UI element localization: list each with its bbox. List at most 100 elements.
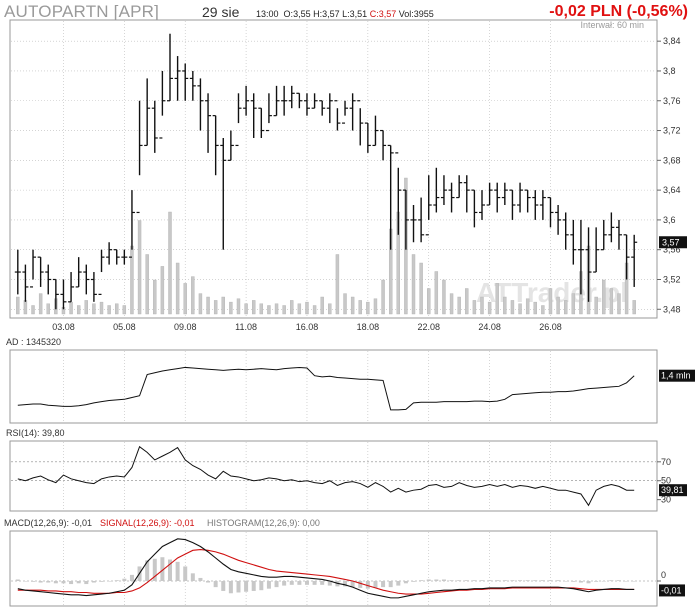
macd-last-badge <box>659 584 685 597</box>
y-tick-label: 3,52 <box>663 274 681 284</box>
macd-histogram-bar <box>548 580 553 581</box>
macd-label: MACD(12,26,9): -0,01 <box>4 518 92 528</box>
volume-bar <box>229 301 233 315</box>
macd-histogram-bar <box>91 581 96 583</box>
volume-bar <box>46 303 50 315</box>
volume-bar <box>168 211 172 315</box>
macd-histogram-bar <box>46 581 51 583</box>
volume-bar <box>434 271 439 315</box>
volume-bar <box>495 283 499 315</box>
volume-bar <box>259 303 264 315</box>
volume-bar <box>411 254 416 315</box>
macd-histogram-bar <box>441 579 446 581</box>
volume-bar <box>328 303 332 315</box>
volume-bar <box>153 279 157 315</box>
macd-histogram-bar <box>472 580 477 581</box>
volume-bar <box>350 296 355 315</box>
macd-histogram-bar <box>403 581 408 584</box>
rsi-tick-label: 50 <box>661 476 671 486</box>
y-tick-label: 3,56 <box>663 245 681 255</box>
volume-bar <box>92 303 96 315</box>
rsi-tick-label: 30 <box>661 495 671 505</box>
ad-panel-frame <box>9 349 658 424</box>
volume-bar <box>76 305 81 315</box>
macd-histogram-bar <box>594 581 599 582</box>
macd-histogram-bar <box>556 580 561 581</box>
macd-histogram-bar <box>213 581 218 588</box>
macd-histogram-bar <box>624 581 629 582</box>
rsi-tick-label: 70 <box>661 457 671 467</box>
macd-histogram-bar <box>61 581 66 584</box>
interval-label: Interwał: 60 min <box>580 20 644 30</box>
macd-histogram-bar <box>23 581 28 582</box>
macd-histogram-bar <box>426 579 431 581</box>
ad-line <box>17 366 635 411</box>
volume-bar <box>480 296 484 315</box>
x-tick-label: 05.08 <box>113 322 136 332</box>
macd-tick-label: 0 <box>661 570 666 580</box>
macd-histogram-bar <box>381 581 386 588</box>
header-date: 29 sie <box>202 4 240 20</box>
volume-bar <box>198 293 203 315</box>
volume-bar <box>282 305 286 315</box>
volume-bar <box>130 245 134 315</box>
macd-histogram-bar <box>228 581 233 594</box>
rsi-last-label: 39,81 <box>661 485 684 495</box>
volume-bar <box>160 266 165 315</box>
macd-histogram-bar <box>350 581 355 588</box>
macd-histogram-bar <box>487 580 492 581</box>
x-tick-label: 03.08 <box>52 322 75 332</box>
volume-bar <box>571 293 576 315</box>
macd-histogram-bar <box>175 561 180 581</box>
rsi-label: RSI(14): 39,80 <box>6 428 65 438</box>
volume-bar <box>632 300 636 315</box>
header-volume-label: Vol: <box>398 9 414 19</box>
volume-bar <box>175 262 180 315</box>
macd-histogram-bar <box>160 557 165 581</box>
macd-histogram-bar <box>586 581 591 584</box>
macd-histogram-bar <box>251 581 256 591</box>
macd-histogram-bar <box>198 577 203 581</box>
volume-bar <box>297 303 302 315</box>
macd-histogram-bar <box>107 581 112 582</box>
header-low-label: L: <box>342 9 350 19</box>
macd-histogram-bar <box>396 581 401 586</box>
volume-bar <box>236 298 241 315</box>
volume-bar <box>320 296 324 315</box>
y-tick-label: 3,76 <box>663 96 681 106</box>
macd-histogram-bar <box>76 581 81 584</box>
rsi-line <box>17 445 635 507</box>
x-tick-label: 18.08 <box>357 322 380 332</box>
macd-histogram-bar <box>480 580 484 581</box>
header-open-label: O: <box>283 9 294 19</box>
header-ohlc: 13:00 O:3,55 H:3,57 L:3,51 C:3,57 Vol:39… <box>256 9 434 19</box>
macd-histogram-bar <box>457 580 462 581</box>
price-panel-frame <box>9 19 658 319</box>
volume-bar <box>145 254 149 315</box>
macd-histogram-bar <box>190 573 195 581</box>
volume-bar <box>457 296 461 315</box>
macd-line <box>17 538 635 599</box>
macd-histogram-bar <box>183 566 188 581</box>
macd-histogram-bar <box>540 580 545 581</box>
macd-histogram-bar <box>145 560 150 581</box>
x-tick-label: 22.08 <box>417 322 440 332</box>
macd-histogram-label: HISTOGRAM(12,26,9): 0,00 <box>207 518 320 528</box>
macd-histogram-bar <box>373 581 378 588</box>
volume-bar <box>84 300 88 315</box>
macd-histogram-bar <box>518 580 523 581</box>
chart-title: AUTOPARTN [APR] <box>4 2 160 21</box>
volume-bar <box>23 300 28 315</box>
volume-bar <box>31 305 35 315</box>
volume-bar <box>518 303 522 315</box>
volume-bar <box>183 283 187 315</box>
macd-histogram-bar <box>289 581 294 585</box>
volume-bar <box>487 301 492 315</box>
volume-bar <box>274 303 279 315</box>
macd-histogram-bar <box>259 581 264 591</box>
header-high-label: H: <box>313 9 323 19</box>
macd-histogram-bar <box>236 581 241 593</box>
volume-bar <box>510 300 515 315</box>
macd-histogram-bar <box>510 580 515 581</box>
volume-bar <box>267 305 271 315</box>
